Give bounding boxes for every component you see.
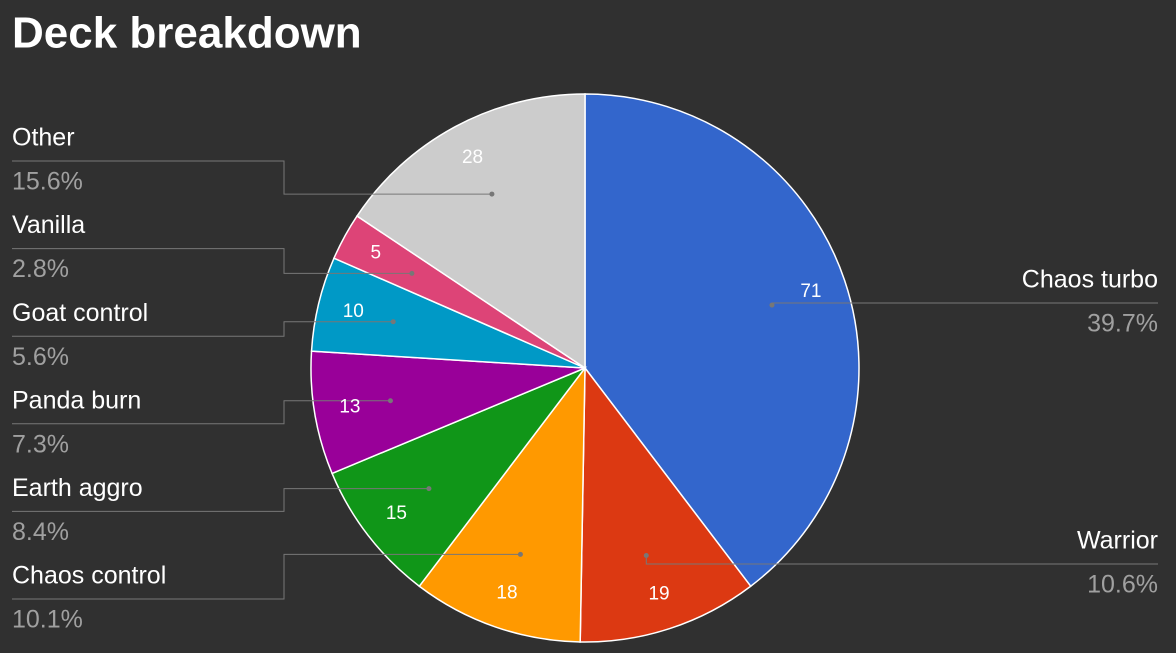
- leader-line: [12, 488, 429, 512]
- leader-dot: [390, 319, 396, 325]
- legend-percent: 8.4%: [12, 518, 69, 546]
- legend-percent: 7.3%: [12, 430, 69, 458]
- legend-label: Chaos turbo: [1022, 266, 1158, 294]
- leader-dot: [769, 302, 775, 308]
- value-label: 10: [343, 301, 364, 322]
- leader-line: [12, 160, 492, 195]
- leader-dot: [643, 553, 649, 559]
- leader-line: [645, 555, 1158, 565]
- leader-line: [12, 400, 391, 425]
- leader-dot: [517, 551, 523, 557]
- chart-title: Deck breakdown: [12, 9, 362, 58]
- pie-slice: [418, 365, 586, 643]
- legend-percent: 5.6%: [12, 343, 69, 371]
- value-label: 13: [339, 397, 360, 418]
- leader-line: [12, 248, 412, 274]
- leader-line: [12, 321, 394, 337]
- leader-dot: [387, 398, 393, 404]
- pie-slice: [331, 366, 588, 588]
- leader-dot: [489, 191, 495, 197]
- pie-slice: [579, 365, 752, 643]
- legend-percent: 10.6%: [1087, 571, 1158, 599]
- legend-percent: 39.7%: [1087, 310, 1158, 338]
- value-label: 18: [496, 582, 517, 603]
- legend-label: Vanilla: [12, 211, 85, 239]
- value-label: 5: [371, 243, 382, 264]
- value-label: 19: [648, 584, 669, 605]
- legend-percent: 15.6%: [12, 168, 83, 196]
- pie-slice: [584, 93, 860, 588]
- legend-label: Earth aggro: [12, 474, 143, 502]
- legend-label: Goat control: [12, 299, 148, 327]
- value-label: 71: [800, 281, 821, 302]
- value-label: 15: [386, 503, 407, 524]
- legend-label: Panda burn: [12, 386, 141, 414]
- leader-dot: [409, 270, 415, 276]
- legend-label: Chaos control: [12, 562, 166, 590]
- pie-slice: [310, 350, 586, 475]
- legend-percent: 10.1%: [12, 606, 83, 634]
- legend-label: Warrior: [1077, 527, 1158, 555]
- legend-label: Other: [12, 124, 75, 152]
- value-label: 28: [462, 147, 483, 168]
- leader-dot: [426, 486, 432, 492]
- legend-percent: 2.8%: [12, 255, 69, 283]
- leader-line: [12, 553, 521, 600]
